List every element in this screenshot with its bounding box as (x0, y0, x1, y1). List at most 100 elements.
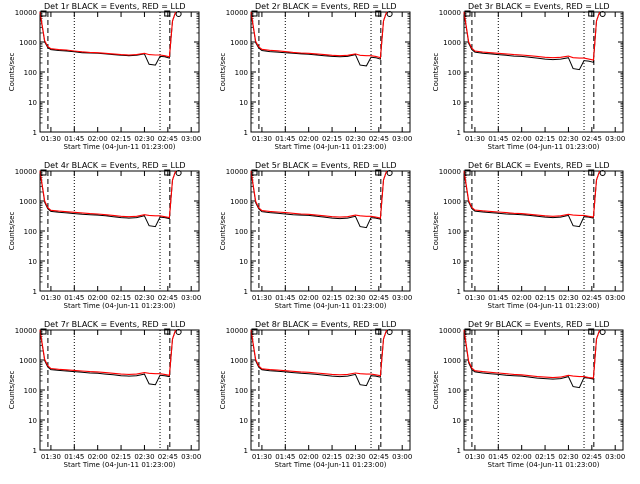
x-tick-label: 02:30 (558, 453, 578, 461)
x-tick-label: 01:45 (275, 453, 295, 461)
events-series-line (250, 11, 388, 67)
panel-title: Det 9r BLACK = Events, RED = LLD (468, 320, 610, 329)
y-tick-label: 100 (448, 69, 461, 77)
y-tick-label: 100 (448, 228, 461, 236)
plot-frame (39, 329, 200, 451)
x-tick-label: 01:30 (252, 135, 272, 143)
x-tick-label: 02:45 (158, 453, 178, 461)
marker-square (40, 169, 47, 176)
x-tick-label: 02:45 (582, 453, 602, 461)
marker-square (588, 10, 595, 17)
marker-square (588, 328, 595, 335)
y-tick-label: 100 (448, 387, 461, 395)
y-tick-label: 1000 (443, 39, 461, 47)
marker-circle (599, 329, 606, 335)
x-axis-label: Start Time (04-Jun-11 01:23:00) (64, 302, 176, 310)
lld-series-line (39, 11, 177, 58)
x-tick-label: 02:15 (535, 294, 555, 302)
x-tick-label: 01:30 (41, 135, 61, 143)
x-tick-label: 02:30 (134, 294, 154, 302)
panel-title: Det 5r BLACK = Events, RED = LLD (255, 161, 397, 170)
y-tick-label: 1 (457, 288, 461, 296)
x-tick-label: 02:45 (369, 453, 389, 461)
plot-frame (250, 170, 411, 292)
x-tick-label: 02:45 (158, 135, 178, 143)
x-tick-label: 02:15 (111, 453, 131, 461)
lld-series-line (463, 329, 601, 379)
marker-square (164, 328, 171, 335)
x-tick-label: 03:00 (392, 453, 412, 461)
events-series-line (250, 170, 388, 229)
x-tick-label: 03:00 (605, 294, 625, 302)
marker-circle (386, 11, 393, 17)
x-tick-label: 02:45 (582, 294, 602, 302)
events-series-line (463, 170, 601, 228)
marker-square (464, 169, 471, 176)
x-tick-label: 02:00 (299, 294, 319, 302)
x-tick-label: 02:00 (512, 294, 532, 302)
y-tick-label: 10 (452, 258, 461, 266)
marker-square (40, 328, 47, 335)
y-tick-label: 100 (235, 387, 248, 395)
x-tick-label: 02:00 (88, 135, 108, 143)
x-tick-label: 02:45 (582, 135, 602, 143)
marker-square (164, 169, 171, 176)
marker-circle (599, 170, 606, 176)
y-tick-label: 10000 (15, 168, 37, 176)
y-tick-label: 10000 (15, 9, 37, 17)
y-tick-label: 10 (239, 417, 248, 425)
y-tick-label: 1000 (443, 198, 461, 206)
y-tick-label: 100 (235, 228, 248, 236)
marker-square (40, 10, 47, 17)
x-tick-label: 01:45 (64, 294, 84, 302)
y-tick-label: 1 (33, 129, 37, 137)
y-axis-label: Counts/sec (432, 53, 440, 92)
marker-circle (386, 170, 393, 176)
y-tick-label: 10 (239, 99, 248, 107)
y-tick-label: 10000 (439, 327, 461, 335)
x-tick-label: 01:45 (64, 453, 84, 461)
chart-panel: Det 5r BLACK = Events, RED = LLD 1 10 100 10… (219, 161, 412, 310)
chart-panel: Det 9r BLACK = Events, RED = LLD 1 10 100 10… (432, 320, 625, 469)
y-axis-label: Counts/sec (219, 212, 227, 251)
y-axis-label: Counts/sec (432, 212, 440, 251)
x-tick-label: 01:30 (465, 135, 485, 143)
y-tick-label: 100 (235, 69, 248, 77)
x-axis-label: Start Time (04-Jun-11 01:23:00) (275, 461, 387, 469)
x-tick-label: 02:45 (369, 294, 389, 302)
y-tick-label: 1 (244, 447, 248, 455)
x-tick-label: 02:30 (345, 294, 365, 302)
y-tick-label: 10 (28, 417, 37, 425)
x-tick-label: 01:30 (465, 453, 485, 461)
panel-title: Det 3r BLACK = Events, RED = LLD (468, 2, 610, 11)
y-tick-label: 1000 (230, 198, 248, 206)
plot-frame (250, 329, 411, 451)
y-tick-label: 10 (28, 258, 37, 266)
y-tick-label: 10 (28, 99, 37, 107)
x-tick-label: 02:00 (88, 453, 108, 461)
y-tick-label: 1 (33, 288, 37, 296)
y-tick-label: 1000 (230, 39, 248, 47)
y-tick-label: 1000 (19, 357, 37, 365)
marker-circle (175, 11, 182, 17)
chart-panel: Det 8r BLACK = Events, RED = LLD 1 10 100 10… (219, 320, 412, 469)
y-tick-label: 10000 (15, 327, 37, 335)
marker-square (251, 169, 258, 176)
y-tick-label: 10000 (439, 168, 461, 176)
x-tick-label: 02:00 (512, 453, 532, 461)
x-tick-label: 02:00 (299, 135, 319, 143)
plot-frame (463, 170, 624, 292)
chart-panel: Det 2r BLACK = Events, RED = LLD 1 10 100 10… (219, 2, 412, 151)
y-axis-label: Counts/sec (8, 53, 16, 92)
marker-square (375, 10, 382, 17)
events-series-line (463, 329, 601, 389)
marker-square (251, 328, 258, 335)
x-tick-label: 03:00 (392, 294, 412, 302)
y-tick-label: 10 (239, 258, 248, 266)
y-axis-label: Counts/sec (8, 371, 16, 410)
panel-title: Det 7r BLACK = Events, RED = LLD (44, 320, 186, 329)
x-tick-label: 01:45 (488, 453, 508, 461)
x-axis-label: Start Time (04-Jun-11 01:23:00) (275, 302, 387, 310)
